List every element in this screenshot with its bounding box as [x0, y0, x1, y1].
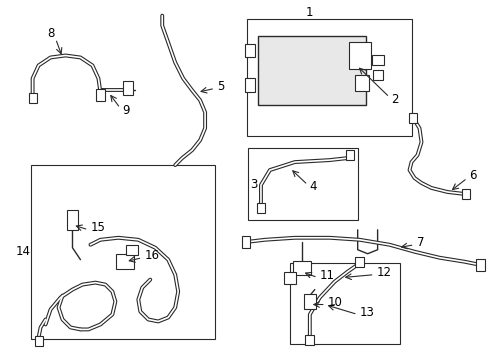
Text: 4: 4 — [309, 180, 317, 193]
Bar — [256, 203, 264, 213]
Text: 16: 16 — [144, 249, 159, 262]
Bar — [303, 293, 315, 310]
Bar — [284, 272, 295, 284]
Bar — [96, 89, 105, 101]
Bar — [371, 55, 383, 66]
Bar — [35, 336, 42, 346]
Bar — [354, 257, 364, 267]
Text: 11: 11 — [319, 269, 334, 282]
Bar — [372, 71, 382, 80]
Bar — [292, 261, 310, 275]
Bar — [475, 259, 484, 271]
Bar — [126, 245, 138, 255]
Text: 8: 8 — [47, 27, 54, 40]
Bar — [244, 78, 254, 92]
Bar — [66, 210, 78, 230]
Bar — [123, 81, 133, 95]
Bar — [116, 254, 134, 269]
Bar — [348, 41, 370, 69]
Bar — [244, 44, 254, 58]
Bar — [246, 19, 411, 136]
Text: 12: 12 — [376, 266, 391, 279]
Text: 15: 15 — [90, 221, 105, 234]
Text: 14: 14 — [16, 245, 31, 258]
Bar — [407, 113, 416, 123]
Text: 6: 6 — [468, 168, 476, 181]
Text: 5: 5 — [217, 80, 224, 93]
Text: 13: 13 — [359, 306, 374, 319]
Bar — [31, 165, 215, 339]
Text: 10: 10 — [327, 296, 342, 309]
Text: 3: 3 — [249, 179, 257, 192]
Bar — [354, 75, 368, 91]
Text: 7: 7 — [416, 236, 423, 249]
Bar — [247, 148, 357, 220]
Text: 2: 2 — [391, 93, 398, 106]
Bar — [462, 189, 469, 199]
Text: 9: 9 — [122, 104, 130, 117]
Text: 1: 1 — [305, 6, 313, 19]
Bar — [345, 150, 353, 160]
Bar — [305, 336, 314, 345]
Bar — [241, 236, 250, 248]
Bar — [258, 36, 365, 105]
Bar — [289, 263, 399, 345]
Bar — [29, 93, 37, 103]
